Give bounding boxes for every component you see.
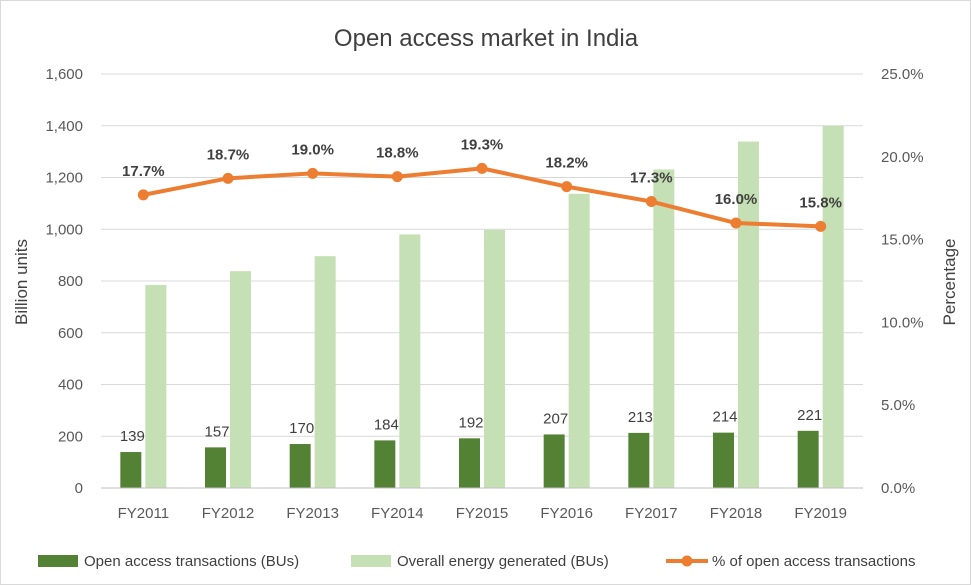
y2-tick-label: 0.0% [881, 480, 915, 497]
percentage-data-label: 18.8% [376, 145, 419, 162]
bar-overall-energy [399, 234, 421, 488]
bar-data-label: 170 [289, 420, 314, 437]
legend-marker-percentage [681, 555, 693, 567]
bar-overall-energy [145, 284, 167, 488]
x-tick-label: FY2014 [371, 505, 424, 522]
bar-open-access [628, 432, 650, 488]
percentage-point [222, 172, 234, 184]
percentage-data-label: 16.0% [715, 191, 758, 208]
y-tick-label: 1,200 [45, 170, 83, 187]
percentage-data-label: 15.8% [799, 194, 842, 211]
y-tick-label: 200 [58, 428, 83, 445]
x-axis: FY2011 FY2012 FY2013 FY2014 FY2015 FY2016 FY20… [101, 487, 863, 522]
legend-swatch-overall-energy [351, 555, 391, 567]
y2-tick-label: 15.0% [881, 232, 924, 249]
y-axis-title: Billion units [12, 239, 31, 325]
bar-open-access [120, 452, 142, 488]
x-tick-label: FY2011 [118, 505, 169, 522]
bar-data-label: 207 [543, 410, 568, 427]
bar-data-label: 139 [120, 428, 145, 445]
percentage-data-label: 18.2% [545, 155, 588, 172]
percentage-point [307, 167, 319, 179]
legend-label-open-access: Open access transactions (BUs) [84, 553, 299, 570]
bar-open-access [713, 432, 734, 488]
x-tick-label: FY2019 [794, 505, 847, 522]
percentage-point [645, 196, 657, 208]
bar-overall-energy [230, 271, 251, 488]
legend-swatch-open-access [38, 555, 78, 567]
bar-open-access [459, 438, 480, 488]
y2-tick-label: 10.0% [881, 314, 924, 331]
percentage-point [561, 181, 573, 193]
x-tick-label: FY2016 [540, 505, 593, 522]
chart-title: Open access market in India [334, 25, 639, 52]
y2-axis-title: Percentage [940, 239, 959, 326]
percentage-point [137, 189, 149, 201]
bar-data-label: 221 [797, 407, 822, 424]
percentage-point [476, 162, 488, 174]
bar-overall-energy [314, 256, 336, 488]
x-tick-label: FY2013 [286, 505, 339, 522]
y-tick-label: 0 [75, 480, 83, 497]
y-tick-label: 400 [58, 377, 83, 394]
bar-open-access [205, 447, 226, 488]
percentage-point [815, 220, 827, 232]
legend-label-percentage: % of open access transactions [712, 553, 915, 570]
bar-open-access [289, 444, 311, 488]
percentage-data-label: 17.7% [122, 163, 165, 180]
y2-tick-label: 20.0% [881, 149, 924, 166]
bar-overall-energy [738, 141, 759, 488]
line-series: 17.7% 18.7% 19.0% 18.8% 19.3% 18.2% 17.3% 16.0%… [122, 136, 842, 232]
right-axis: 0.0% 5.0% 10.0% 15.0% 20.0% 25.0% [881, 66, 924, 497]
percentage-point [391, 171, 403, 183]
left-axis: 0 200 400 600 800 1,000 1,200 1,400 1,600 [45, 66, 83, 497]
y2-tick-label: 5.0% [881, 397, 915, 414]
bar-series: 139 157 170 184 192 207 213 214 221 [120, 125, 844, 488]
bar-open-access [543, 434, 565, 488]
bar-data-label: 213 [628, 409, 653, 426]
percentage-point [730, 217, 742, 229]
bar-overall-energy [822, 125, 844, 488]
bar-data-label: 157 [204, 423, 229, 440]
percentage-data-label: 19.3% [461, 136, 504, 153]
percentage-data-label: 17.3% [630, 170, 673, 187]
percentage-data-label: 19.0% [291, 141, 334, 158]
bar-data-label: 192 [458, 414, 483, 431]
bar-overall-energy [653, 169, 675, 488]
bar-data-label: 184 [374, 416, 399, 433]
bar-overall-energy [484, 229, 505, 488]
bar-overall-energy [568, 193, 590, 488]
bar-data-label: 214 [712, 409, 737, 426]
legend: Open access transactions (BUs) Overall en… [38, 553, 915, 570]
y-tick-label: 600 [58, 325, 83, 342]
y-tick-label: 1,600 [45, 66, 83, 83]
y-tick-label: 800 [58, 273, 83, 290]
percentage-data-label: 18.7% [207, 146, 250, 163]
y-tick-label: 1,400 [45, 118, 83, 135]
x-tick-label: FY2017 [625, 505, 678, 522]
x-tick-label: FY2015 [456, 505, 509, 522]
bar-open-access [797, 430, 819, 488]
x-tick-label: FY2012 [202, 505, 255, 522]
y-tick-label: 1,000 [45, 221, 83, 238]
legend-label-overall-energy: Overall energy generated (BUs) [397, 553, 609, 570]
bar-open-access [374, 440, 396, 488]
y2-tick-label: 25.0% [881, 66, 924, 83]
x-tick-label: FY2018 [710, 505, 763, 522]
